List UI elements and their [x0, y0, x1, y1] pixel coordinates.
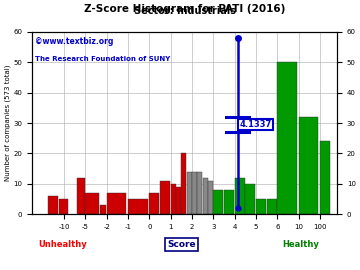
- Bar: [192, 172, 197, 214]
- Bar: [107, 193, 126, 214]
- Title: Z-Score Histogram for PATI (2016): Z-Score Histogram for PATI (2016): [84, 4, 285, 14]
- Bar: [128, 199, 148, 214]
- Bar: [85, 193, 99, 214]
- Text: Unhealthy: Unhealthy: [38, 240, 87, 249]
- Text: Sector: Industrials: Sector: Industrials: [134, 6, 236, 16]
- Bar: [320, 141, 330, 214]
- Y-axis label: Number of companies (573 total): Number of companies (573 total): [4, 65, 11, 181]
- Bar: [187, 172, 192, 214]
- Bar: [171, 184, 176, 214]
- Text: Healthy: Healthy: [282, 240, 319, 249]
- Bar: [299, 117, 318, 214]
- Bar: [59, 199, 68, 214]
- Text: Score: Score: [167, 240, 196, 249]
- Bar: [256, 199, 266, 214]
- Bar: [197, 172, 202, 214]
- Text: The Research Foundation of SUNY: The Research Foundation of SUNY: [35, 56, 171, 62]
- Bar: [208, 181, 213, 214]
- Bar: [100, 205, 106, 214]
- Bar: [267, 199, 276, 214]
- Bar: [246, 184, 255, 214]
- Bar: [77, 178, 85, 214]
- Bar: [149, 193, 159, 214]
- Bar: [181, 153, 186, 214]
- Bar: [235, 178, 244, 214]
- Bar: [278, 62, 297, 214]
- Bar: [48, 196, 58, 214]
- Bar: [160, 181, 170, 214]
- Bar: [213, 190, 223, 214]
- Bar: [224, 190, 234, 214]
- Text: 4.1337: 4.1337: [239, 120, 271, 129]
- Bar: [176, 187, 181, 214]
- Text: ©www.textbiz.org: ©www.textbiz.org: [35, 37, 114, 46]
- Bar: [203, 178, 208, 214]
